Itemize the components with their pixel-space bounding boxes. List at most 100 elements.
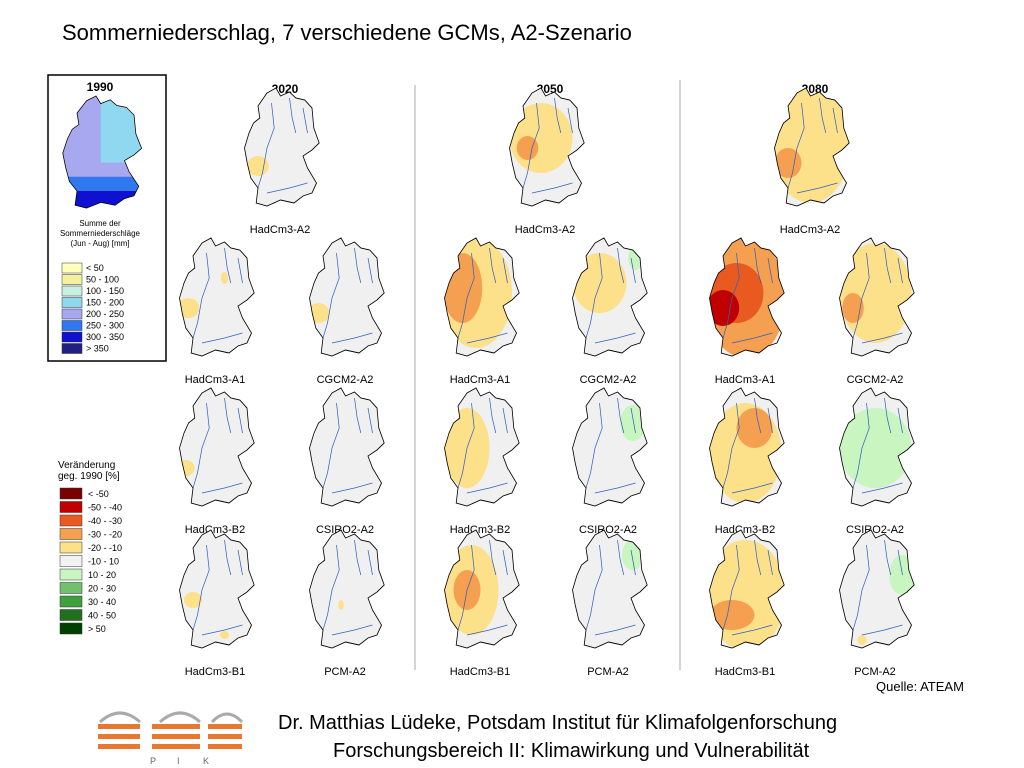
map-patch: [220, 631, 229, 639]
map-patch: [247, 156, 269, 176]
legend-label: 20 - 30: [88, 584, 116, 594]
river: [594, 247, 636, 344]
map: [444, 237, 520, 357]
map-patch: [842, 293, 864, 323]
map: [509, 87, 585, 207]
river: [787, 102, 805, 189]
map-label: CGCM2-A2: [580, 374, 637, 386]
map: [572, 387, 648, 507]
legend-swatch: [59, 514, 83, 527]
logo-letter: P: [150, 756, 156, 766]
map: [839, 529, 915, 649]
map: [839, 387, 915, 507]
map-land: [309, 238, 385, 356]
river: [796, 97, 838, 194]
river: [466, 397, 508, 494]
map-label: HadCm3-A1: [715, 374, 776, 386]
legend-swatch: [61, 297, 83, 308]
map: [709, 237, 785, 357]
river: [731, 397, 773, 494]
map-label: CGCM2-A2: [847, 374, 904, 386]
map-patch: [184, 592, 202, 608]
map: [309, 237, 385, 357]
legend-swatch: [61, 343, 83, 354]
map: [179, 529, 255, 649]
map-label: HadCm3-A2: [250, 224, 311, 236]
river: [192, 544, 210, 631]
river: [322, 544, 340, 631]
map: [309, 529, 385, 649]
map-land: [179, 238, 255, 356]
map: [244, 87, 320, 207]
map: [444, 529, 520, 649]
map-land: [179, 530, 255, 648]
map-patch: [774, 88, 850, 203]
map-patch: [620, 405, 646, 441]
map-label: CSIRO2-A2: [846, 524, 904, 536]
map: [444, 387, 520, 507]
map: [179, 237, 255, 357]
legend-swatch: [59, 622, 83, 635]
map-patches: [184, 592, 229, 639]
legend-label: -50 - -40: [88, 503, 122, 513]
map: [709, 387, 785, 507]
map-label: HadCm3-B1: [715, 666, 776, 678]
legend-label: -10 - 10: [88, 557, 119, 567]
river: [331, 397, 373, 494]
baseline-title: 1990: [87, 80, 114, 94]
map-patch: [179, 298, 200, 318]
map-patches: [247, 156, 269, 176]
river: [266, 97, 308, 194]
river: [594, 539, 636, 636]
legend-swatch: [59, 541, 83, 554]
map-patches: [709, 238, 785, 356]
legend-label: 250 - 300: [86, 321, 124, 331]
legend-label: 30 - 40: [88, 597, 116, 607]
legend-label: 50 - 100: [86, 275, 119, 285]
legend-label: < -50: [88, 489, 109, 499]
river: [192, 252, 210, 339]
river: [322, 252, 340, 339]
logo-letter: K: [203, 756, 209, 766]
map-patch: [444, 253, 483, 323]
change-legend-title: Veränderung: [58, 460, 115, 471]
river: [585, 252, 603, 339]
legend-label: 40 - 50: [88, 611, 116, 621]
map-land: [244, 88, 320, 206]
map-label: CSIRO2-A2: [579, 524, 637, 536]
river: [861, 397, 903, 494]
legend-label: 100 - 150: [86, 286, 124, 296]
river: [466, 247, 508, 344]
map-patches: [839, 243, 912, 343]
river: [457, 544, 475, 631]
legend-swatch: [59, 609, 83, 621]
map-label: PCM-A2: [854, 666, 896, 678]
map-patch: [839, 243, 912, 343]
map-label: PCM-A2: [587, 666, 629, 678]
legend-swatch: [59, 582, 83, 594]
river: [192, 402, 210, 489]
legend-label: -40 - -30: [88, 516, 122, 526]
map-patches: [774, 88, 850, 203]
map-label: CGCM2-A2: [317, 374, 374, 386]
map-patches: [620, 405, 646, 441]
river: [861, 539, 903, 636]
map-patch: [839, 408, 912, 488]
map-label: HadCm3-A2: [515, 224, 576, 236]
logo-letter: I: [177, 756, 180, 766]
map-patch: [774, 148, 802, 178]
map-patch: [709, 600, 755, 630]
map-label: HadCm3-A1: [185, 374, 246, 386]
map: [572, 529, 648, 649]
river: [331, 539, 373, 636]
legend-swatch: [59, 487, 83, 500]
baseline-caption: Summe der: [79, 219, 121, 228]
legend-swatch: [59, 501, 83, 513]
map: [774, 87, 850, 207]
map-land: [309, 388, 385, 506]
map-land: [309, 530, 385, 648]
map-patches: [444, 238, 513, 348]
map-label: CSIRO2-A2: [316, 524, 374, 536]
logo: [98, 711, 244, 749]
